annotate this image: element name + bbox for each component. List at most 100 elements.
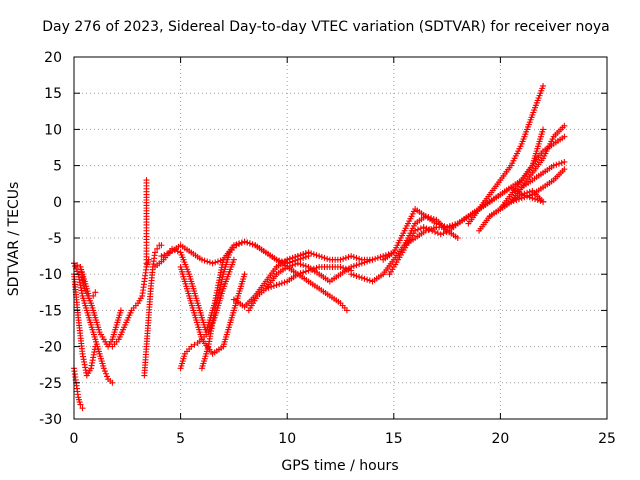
data-point [521, 190, 528, 197]
x-tick-label: 20 [491, 431, 509, 447]
data-point [214, 297, 221, 304]
data-point [216, 286, 223, 293]
data-point [158, 242, 165, 249]
series-arc-2 [71, 271, 99, 379]
data-point [321, 254, 328, 261]
data-point [356, 261, 363, 268]
series-arc-10 [152, 245, 227, 336]
y-axis-label: SDTVAR / TECUs [6, 182, 22, 297]
series-arc-19 [348, 213, 461, 285]
data-point [417, 225, 424, 232]
data-point [294, 260, 301, 267]
data-point [284, 256, 291, 263]
data-point [449, 222, 456, 229]
data-point [316, 253, 323, 260]
data-point [430, 225, 437, 232]
data-point [169, 245, 176, 252]
data-point [297, 270, 304, 277]
data-point [204, 258, 211, 265]
data-point [143, 263, 150, 270]
data-point [281, 279, 288, 286]
data-point [558, 159, 565, 166]
data-point [198, 256, 205, 263]
chart-title: Day 276 of 2023, Sidereal Day-to-day VTE… [42, 19, 610, 35]
data-point [310, 251, 317, 258]
data-point [289, 254, 296, 261]
data-point [233, 242, 240, 249]
data-point [540, 198, 547, 205]
data-point [302, 268, 309, 275]
series-arc-28 [486, 187, 547, 220]
data-point [318, 254, 325, 261]
data-point [446, 223, 453, 230]
data-point [420, 224, 427, 231]
data-point [117, 307, 124, 314]
grid-lines [74, 57, 607, 419]
data-point [348, 271, 355, 278]
data-point [206, 259, 213, 266]
data-point [100, 365, 107, 372]
data-point [537, 197, 544, 204]
x-tick-label: 15 [385, 431, 403, 447]
data-point [212, 304, 219, 311]
x-tick-label: 0 [70, 431, 79, 447]
data-point [294, 271, 301, 278]
data-point [532, 196, 539, 203]
data-point [74, 262, 81, 269]
data-point [77, 401, 84, 408]
data-point [102, 370, 109, 377]
data-point [235, 241, 242, 248]
data-point [152, 249, 159, 256]
data-point [350, 272, 357, 279]
data-point [337, 263, 344, 270]
data-point [561, 122, 568, 129]
data-point [454, 235, 461, 241]
data-point [154, 245, 161, 252]
x-tick-label: 10 [278, 431, 296, 447]
x-tick-labels: 0 5 10 15 20 25 [70, 431, 616, 447]
series-arc-23 [465, 82, 547, 227]
series-arc-8 [143, 177, 150, 270]
data-point [422, 227, 429, 234]
data-point [212, 302, 219, 309]
data-point [273, 282, 280, 289]
data-point [286, 263, 293, 270]
data-point [188, 343, 195, 350]
data-point [209, 260, 216, 267]
x-axis-label: GPS time / hours [281, 458, 398, 474]
data-point [300, 262, 307, 269]
data-point [343, 307, 350, 314]
data-point [244, 239, 251, 246]
data-point [174, 248, 181, 255]
data-point [526, 188, 533, 195]
data-point [213, 299, 220, 306]
data-point [249, 241, 256, 248]
data-point [561, 158, 568, 165]
data-point [201, 257, 208, 264]
data-point [437, 231, 444, 238]
data-point [286, 255, 293, 262]
y-tick-label: -30 [39, 412, 62, 428]
data-point [294, 253, 301, 260]
data-point [369, 256, 376, 263]
data-point [302, 263, 309, 270]
y-tick-label: 10 [44, 122, 62, 138]
data-point [284, 263, 291, 270]
data-point [540, 126, 547, 133]
data-point [215, 291, 222, 298]
data-point [364, 276, 371, 283]
data-point [540, 82, 547, 89]
y-tick-label: 5 [53, 159, 62, 175]
data-point [561, 166, 568, 173]
data-point [92, 289, 99, 296]
y-tick-label: 20 [44, 50, 62, 66]
data-point [444, 224, 451, 231]
y-tick-label: -10 [39, 267, 62, 283]
data-point [104, 373, 111, 380]
data-point [518, 191, 525, 198]
data-point [300, 269, 307, 276]
data-point [171, 247, 178, 254]
data-point [214, 258, 221, 265]
data-point [270, 282, 277, 289]
